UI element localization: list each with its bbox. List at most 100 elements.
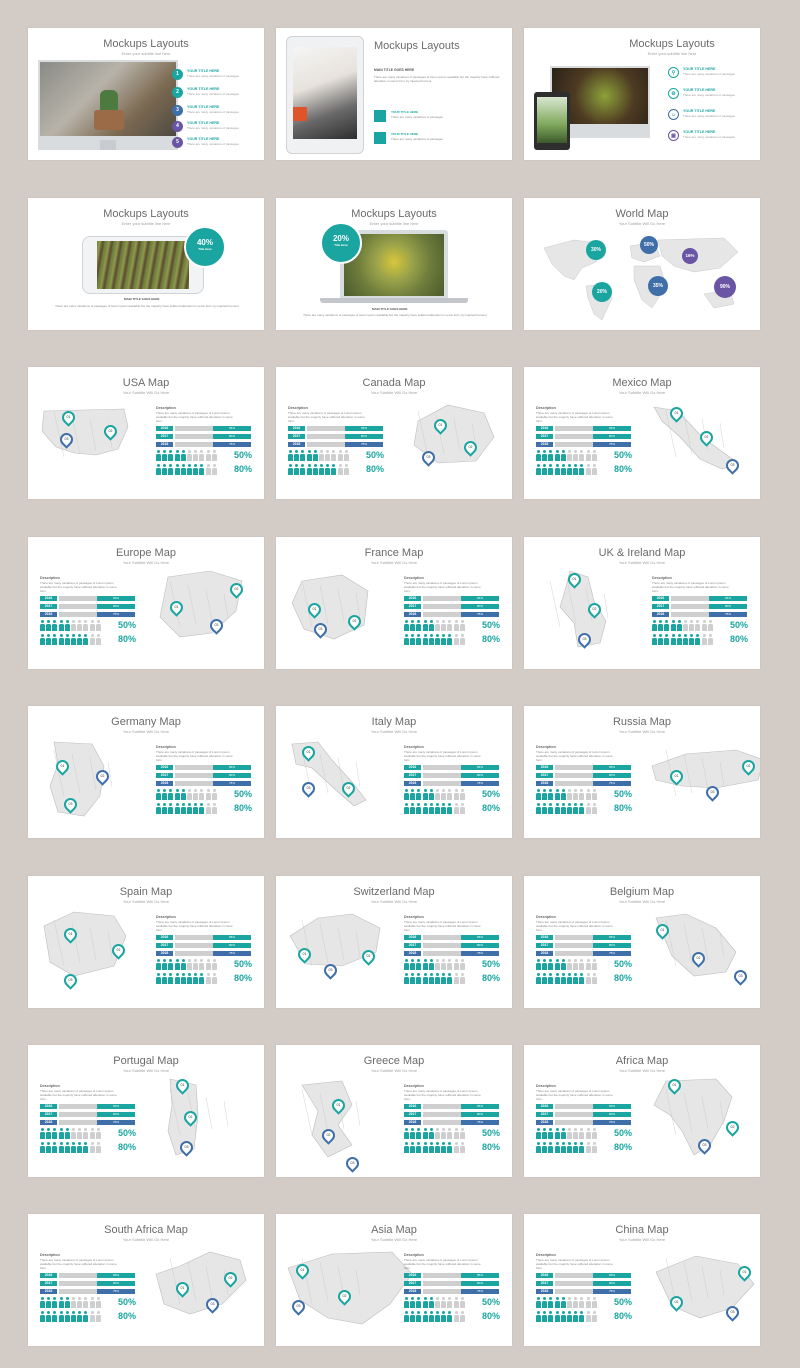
stats-panel: Description There are many variations of … — [536, 1084, 632, 1172]
person-icon — [168, 789, 174, 800]
slide-title: Switzerland Map — [353, 886, 435, 898]
progress-fill: 80% — [593, 943, 631, 948]
person-icon — [89, 1142, 95, 1153]
person-icon — [435, 789, 440, 800]
person-icon — [46, 1297, 52, 1308]
person-icon — [52, 1311, 58, 1322]
progress-track: 80% — [423, 1281, 499, 1286]
progress-track: 80% — [175, 943, 251, 948]
year-label: 2017 — [40, 1112, 57, 1117]
person-icon — [536, 789, 541, 800]
person-icon — [428, 973, 434, 984]
progress-row: 2017 80% — [156, 773, 252, 778]
person-icon — [64, 1128, 70, 1139]
person-icon — [404, 789, 409, 800]
slide-map[interactable]: UK & Ireland Map Your Subtitle Will Go He… — [524, 537, 760, 669]
person-icon — [548, 789, 554, 800]
slide-map[interactable]: Belgium Map Your Subtitle Will Go Here 01 0… — [524, 876, 760, 1008]
person-icon — [205, 464, 211, 475]
person-icon — [294, 450, 300, 461]
slide-title: Mockups Layouts — [103, 208, 189, 220]
slide-map[interactable]: Europe Map Your Subtitle Will Go Here 01 02… — [28, 537, 264, 669]
people-pictogram-row: 50% — [156, 789, 252, 800]
world-bubble: 20% — [592, 282, 612, 302]
person-icon — [46, 1311, 52, 1322]
slide-title: Belgium Map — [609, 886, 675, 898]
people-pictogram-row: 80% — [536, 803, 632, 814]
slide-title: Greece Map — [363, 1055, 425, 1067]
slide-mockup-1[interactable]: Mockups Layouts Enter your subtitle line… — [28, 28, 264, 160]
year-label: 2016 — [40, 1273, 57, 1278]
person-icon — [422, 1311, 428, 1322]
year-label: 2017 — [156, 943, 173, 948]
feature-desc: There are many variations of passages — [391, 137, 443, 141]
progress-track: 75% — [555, 951, 631, 956]
slide-map[interactable]: Russia Map Your Subtitle Will Go Here 01 02… — [524, 706, 760, 838]
person-icon — [410, 620, 416, 631]
progress-row: 2017 80% — [536, 943, 632, 948]
slide-map[interactable]: France Map Your Subtitle Will Go Here 01 02… — [276, 537, 512, 669]
person-icon — [435, 620, 440, 631]
progress-fill: 65% — [345, 426, 383, 431]
year-label: 2017 — [404, 943, 421, 948]
progress-fill: 80% — [461, 773, 499, 778]
slide-map[interactable]: Asia Map Your Subtitle Will Go Here 01 02 03… — [276, 1214, 512, 1346]
typing-photo — [293, 47, 357, 139]
map-pin-label: 03 — [426, 455, 431, 459]
slide-map[interactable]: Africa Map Your Subtitle Will Go Here 01 02… — [524, 1045, 760, 1177]
slide-map[interactable]: Portugal Map Your Subtitle Will Go Here 01… — [28, 1045, 264, 1177]
progress-row: 2018 75% — [536, 781, 632, 786]
person-icon — [422, 1128, 428, 1139]
person-icon — [211, 450, 217, 461]
map-pin-label: 01 — [742, 1270, 747, 1274]
slide-mockup-4[interactable]: Mockups Layouts Enter your subtitle line… — [28, 198, 264, 330]
year-label: 2017 — [288, 434, 305, 439]
person-icon — [52, 634, 58, 645]
slide-map[interactable]: China Map Your Subtitle Will Go Here 01 02 0… — [524, 1214, 760, 1346]
person-icon — [416, 973, 422, 984]
year-label: 2018 — [288, 442, 305, 447]
person-icon — [428, 1297, 434, 1308]
slide-mockup-2[interactable]: Mockups Layouts MAIN TITLE GOES HERE The… — [276, 28, 512, 160]
person-icon — [542, 450, 548, 461]
slide-map[interactable]: Greece Map Your Subtitle Will Go Here 01 02… — [276, 1045, 512, 1177]
slide-map[interactable]: Mexico Map Your Subtitle Will Go Here 01 02… — [524, 367, 760, 499]
slide-mockup-5[interactable]: Mockups Layouts Enter your subtitle line… — [276, 198, 512, 330]
person-icon — [174, 803, 180, 814]
percent-value: 80% — [365, 464, 384, 474]
slide-map[interactable]: Spain Map Your Subtitle Will Go Here 01 02 0… — [28, 876, 264, 1008]
progress-fill: 75% — [709, 612, 747, 617]
progress-track: 80% — [555, 1112, 631, 1117]
slide-map[interactable]: South Africa Map Your Subtitle Will Go He… — [28, 1214, 264, 1346]
slide-map[interactable]: USA Map Your Subtitle Will Go Here 01 02 03 D… — [28, 367, 264, 499]
slide-map[interactable]: Switzerland Map Your Subtitle Will Go Her… — [276, 876, 512, 1008]
person-icon — [180, 789, 186, 800]
person-icon — [337, 450, 343, 461]
country-map — [291, 574, 369, 640]
progress-row: 2017 80% — [404, 943, 500, 948]
person-icon — [447, 1128, 453, 1139]
slide-map[interactable]: Italy Map Your Subtitle Will Go Here 01 02 0… — [276, 706, 512, 838]
slide-map[interactable]: Canada Map Your Subtitle Will Go Here 01 02… — [276, 367, 512, 499]
step-item: ⚲ YOUR TITLE HERE There are many variation… — [668, 67, 758, 79]
person-icon — [664, 634, 670, 645]
person-icon — [554, 789, 560, 800]
progress-track: 75% — [671, 612, 747, 617]
person-icon — [560, 973, 566, 984]
feature-title: YOUR TITLE HERE — [391, 110, 419, 114]
person-icon — [459, 803, 465, 814]
description-text: There are many variations of passages of… — [404, 581, 481, 593]
map-pin-label: 02 — [730, 1125, 735, 1129]
progress-row: 2016 65% — [156, 935, 252, 940]
slide-mockup-3[interactable]: Mockups Layouts Enter your subtitle line… — [524, 28, 760, 160]
person-icon — [71, 620, 76, 631]
progress-row: 2016 65% — [40, 596, 136, 601]
person-icon — [567, 1311, 572, 1322]
slide-map[interactable]: Germany Map Your Subtitle Will Go Here 01 0… — [28, 706, 264, 838]
map-pin-label: 02 — [352, 619, 357, 623]
year-label: 2017 — [404, 1112, 421, 1117]
person-icon — [95, 1311, 101, 1322]
stats-panel: Description There are many variations of … — [40, 1084, 136, 1172]
slide-world-map[interactable]: World Map Your Subtitle Will Go Here 30%… — [524, 198, 760, 330]
progress-fill: 65% — [461, 1273, 499, 1278]
